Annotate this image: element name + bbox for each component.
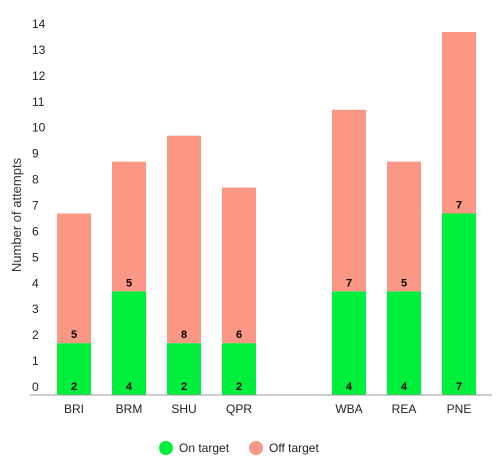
legend-swatch <box>159 441 173 455</box>
legend-label: Off target <box>269 441 319 455</box>
bar-off-target-rea <box>387 161 421 292</box>
y-tick-label: 3 <box>32 302 39 316</box>
y-tick-label: 0 <box>32 380 39 394</box>
y-tick-label: 5 <box>32 250 39 264</box>
bar-on-target-shu <box>167 343 201 395</box>
bar-off-target-bri <box>57 213 91 344</box>
data-label: 4 <box>126 381 133 393</box>
y-tick-label: 10 <box>32 121 46 135</box>
x-tick-label: PNE <box>447 402 472 416</box>
x-tick-label: SHU <box>171 402 196 416</box>
data-label: 2 <box>236 381 242 393</box>
y-tick-label: 1 <box>32 354 39 368</box>
bar-off-target-wba <box>332 109 366 292</box>
x-tick-label: WBA <box>335 402 362 416</box>
data-label: 5 <box>401 277 407 289</box>
y-axis-label: Number of attempts <box>9 157 24 272</box>
bar-on-target-brm <box>112 291 146 395</box>
y-tick-label: 6 <box>32 224 39 238</box>
bar-off-target-brm <box>112 161 146 292</box>
x-tick-label: QPR <box>226 402 252 416</box>
y-tick-label: 12 <box>32 69 46 83</box>
x-tick-label: BRI <box>64 402 84 416</box>
data-label: 4 <box>401 381 408 393</box>
bar-on-target-bri <box>57 343 91 395</box>
data-label: 7 <box>456 381 462 393</box>
data-label: 8 <box>181 329 187 341</box>
bar-off-target-shu <box>167 135 201 344</box>
data-label: 7 <box>456 200 462 212</box>
data-label: 2 <box>181 381 187 393</box>
y-tick-label: 13 <box>32 43 46 57</box>
bar-on-target-qpr <box>222 343 256 395</box>
y-tick-label: 9 <box>32 147 39 161</box>
bar-off-target-pne <box>442 32 476 214</box>
y-tick-label: 7 <box>32 199 39 213</box>
y-tick-label: 8 <box>32 173 39 187</box>
bar-on-target-rea <box>387 291 421 395</box>
legend-swatch <box>249 441 263 455</box>
y-tick-label: 14 <box>32 17 46 31</box>
data-label: 6 <box>236 329 242 341</box>
x-tick-label: REA <box>392 402 417 416</box>
y-tick-label: 11 <box>32 95 45 109</box>
y-tick-label: 4 <box>32 276 39 290</box>
data-label: 5 <box>71 329 77 341</box>
bar-off-target-qpr <box>222 187 256 344</box>
data-label: 2 <box>71 381 77 393</box>
data-label: 7 <box>346 277 352 289</box>
data-label: 4 <box>346 381 353 393</box>
legend: On target Off target <box>159 441 319 455</box>
x-axis-categories: BRI BRM SHU QPR WBA REA PNE <box>64 402 471 416</box>
x-tick-label: BRM <box>116 402 143 416</box>
data-label: 5 <box>126 277 132 289</box>
legend-label: On target <box>179 441 230 455</box>
bar-on-target-wba <box>332 291 366 395</box>
y-tick-label: 2 <box>32 328 39 342</box>
bar-on-target-pne <box>442 213 476 395</box>
bars: 2 5 4 5 2 8 2 6 4 7 4 5 7 7 <box>57 32 476 395</box>
